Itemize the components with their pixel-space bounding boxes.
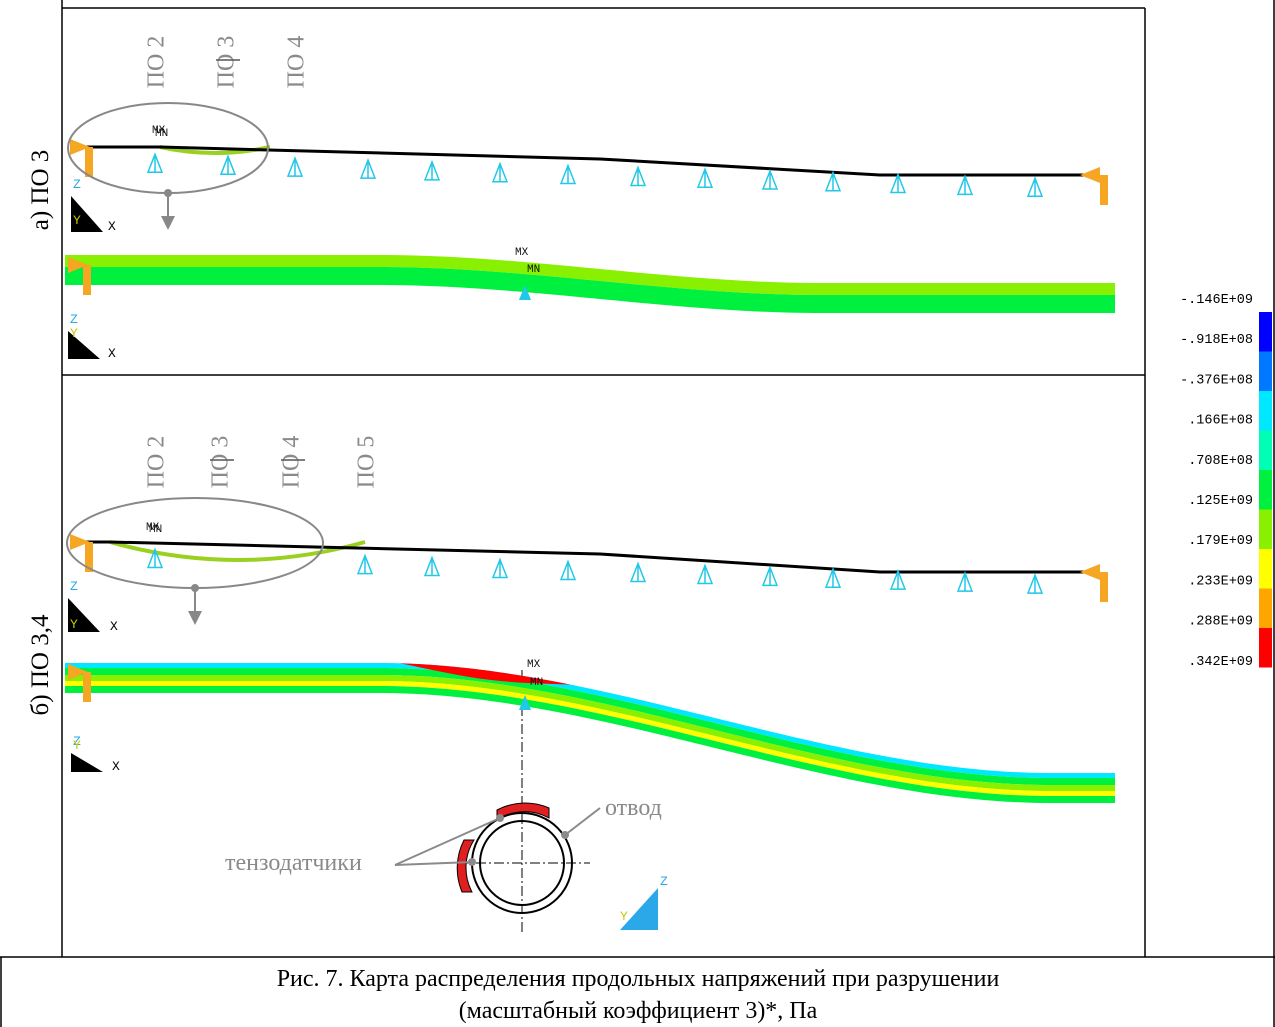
support: [425, 558, 439, 576]
callout-label: отвод: [605, 795, 662, 821]
axis-label: X: [112, 759, 120, 774]
section-label: ПО 2: [144, 436, 170, 489]
max-label: MX: [527, 659, 541, 671]
zoom-dot: [164, 189, 172, 197]
end-support: [1080, 564, 1100, 580]
section-label: ПО 4: [279, 436, 305, 489]
axis-label: Y: [70, 326, 78, 341]
support: [826, 569, 840, 587]
caption-line: Рис. 7. Карта распределения продольных н…: [277, 966, 1000, 992]
support: [698, 169, 712, 187]
min-label: MN: [530, 677, 543, 689]
section-label: ПО 3: [208, 436, 234, 489]
legend-swatch: [1259, 470, 1272, 510]
min-label: MN: [155, 128, 168, 140]
zoom-arrowhead: [161, 216, 175, 230]
legend-label: -.146E+09: [1180, 293, 1253, 308]
section-label: ПО 5: [354, 436, 380, 489]
callout-label: тензодатчики: [225, 850, 362, 876]
support: [631, 564, 645, 582]
axis-label: X: [108, 346, 116, 361]
section-label: ПО 3: [214, 36, 240, 89]
axis-label: X: [110, 619, 118, 634]
legend-label: .166E+08: [1188, 414, 1253, 429]
support: [1028, 178, 1042, 196]
support: [148, 154, 162, 172]
min-label: MN: [527, 264, 540, 276]
support: [493, 560, 507, 578]
axis-label: Y: [73, 738, 81, 753]
legend-swatch: [1259, 628, 1272, 668]
support: [958, 176, 972, 194]
support: [1028, 575, 1042, 593]
legend-swatch: [1259, 352, 1272, 392]
end-support: [85, 147, 93, 177]
zoom-dot: [191, 584, 199, 592]
caption-line: (масштабный коэффициент 3)*, Па: [459, 998, 818, 1024]
support: [561, 166, 575, 184]
panel-label: б) ПО 3,4: [27, 614, 54, 715]
axis-label: Y: [620, 909, 628, 924]
support: [493, 164, 507, 182]
end-support: [1080, 167, 1100, 183]
section-label: ПО 2: [144, 36, 170, 89]
legend-swatch: [1259, 549, 1272, 589]
axis-label: X: [108, 219, 116, 234]
legend-swatch: [1259, 312, 1272, 352]
legend-label: .342E+09: [1188, 655, 1253, 670]
support: [425, 162, 439, 180]
support: [221, 156, 235, 174]
legend-label: -.376E+08: [1180, 373, 1253, 388]
axis-label: Z: [70, 579, 78, 594]
legend-label: .288E+09: [1188, 615, 1253, 630]
panel-label: а) ПО 3: [27, 150, 54, 231]
end-support: [83, 265, 91, 295]
min-label: MN: [149, 524, 162, 536]
axis-label: Z: [660, 874, 668, 889]
section-label: ПО 4: [284, 36, 310, 89]
legend-label: .233E+09: [1188, 574, 1253, 589]
frame: [0, 0, 1275, 1027]
support: [288, 158, 302, 176]
max-label: MX: [515, 247, 529, 259]
legend-swatch: [1259, 431, 1272, 471]
support: [763, 567, 777, 585]
support: [763, 171, 777, 189]
beam: [70, 542, 1100, 572]
support: [358, 556, 372, 574]
legend-label: .125E+09: [1188, 494, 1253, 509]
zoom-arrowhead: [188, 611, 202, 625]
legend-swatch: [1259, 510, 1272, 550]
figure: а) ПО 3 б) ПО 3,4 Рис. 7. Карта распреде…: [0, 0, 1275, 1027]
end-support: [83, 672, 91, 702]
legend-swatch: [1259, 589, 1272, 629]
legend-label: .708E+08: [1188, 454, 1253, 469]
legend-label: -.918E+08: [1180, 333, 1253, 348]
axis-label: Z: [70, 312, 78, 327]
legend-label: .179E+09: [1188, 534, 1253, 549]
support: [891, 571, 905, 589]
support: [958, 573, 972, 591]
support: [631, 167, 645, 185]
axis-label: Y: [73, 213, 81, 228]
support: [561, 562, 575, 580]
support: [698, 565, 712, 583]
axis-label: Z: [73, 177, 81, 192]
support: [826, 173, 840, 191]
support: [361, 160, 375, 178]
axis-label: Y: [70, 617, 78, 632]
legend-swatch: [1259, 391, 1272, 431]
support: [891, 175, 905, 193]
end-support: [1100, 175, 1108, 205]
triad: [71, 753, 103, 772]
end-support: [1100, 572, 1108, 602]
